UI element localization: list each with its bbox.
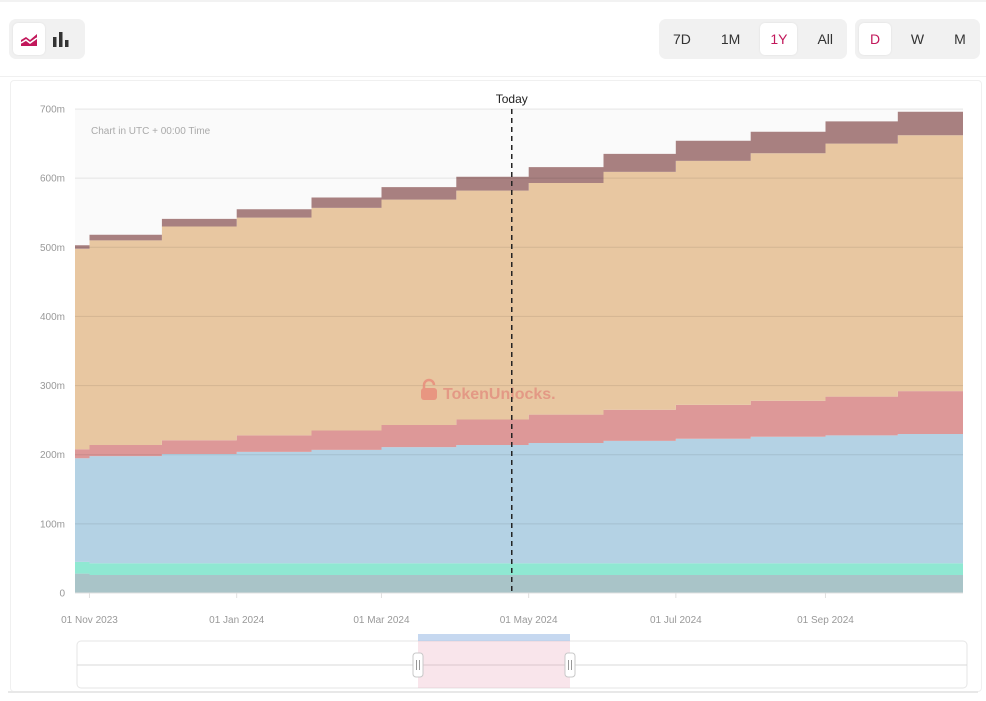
navigator-scroll-bar[interactable] xyxy=(418,634,570,641)
series-area-4 xyxy=(75,135,963,450)
unlock-schedule-chart: 0 100m 200m 300m 400m 500m 600m 700m 01 Nov 2023… xyxy=(40,92,968,689)
x-tick-label: 01 Mar 2024 xyxy=(353,615,410,626)
chart-toolbar: 7D 1M 1Y All D W M xyxy=(0,0,986,77)
bottom-divider xyxy=(8,691,978,693)
x-tick-label: 01 Nov 2023 xyxy=(61,615,118,626)
navigator-selected-window[interactable] xyxy=(418,641,570,688)
series-area-1 xyxy=(75,561,963,575)
time-range-selector: 7D 1M 1Y All xyxy=(659,19,847,59)
series-area-5 xyxy=(75,111,963,249)
watermark-lock-icon xyxy=(421,378,437,400)
chart-timezone-note: Chart in UTC + 00:00 Time xyxy=(91,126,211,137)
y-tick-label: 0 xyxy=(59,589,65,600)
y-tick-label: 200m xyxy=(40,450,65,461)
x-tick-label: 01 May 2024 xyxy=(500,615,558,626)
bar-chart-icon xyxy=(53,32,69,47)
range-all-button[interactable]: All xyxy=(817,31,833,47)
x-tick-label: 01 Sep 2024 xyxy=(797,615,854,626)
watermark-text: TokenUnlocks. xyxy=(443,386,556,403)
y-tick-label: 300m xyxy=(40,381,65,392)
navigator-right-handle[interactable] xyxy=(564,652,576,678)
range-1m-button[interactable]: 1M xyxy=(720,31,741,47)
chart-type-toggle xyxy=(9,19,85,59)
x-tick-label: 01 Jan 2024 xyxy=(209,615,264,626)
y-tick-label: 700m xyxy=(40,105,65,116)
y-tick-label: 500m xyxy=(40,243,65,254)
series-area-3 xyxy=(75,391,963,459)
series-area-2 xyxy=(75,434,963,564)
series-area-0 xyxy=(75,573,963,593)
top-border xyxy=(0,0,986,2)
navigator-left-handle[interactable] xyxy=(412,652,424,678)
range-1y-button[interactable]: 1Y xyxy=(760,23,798,55)
chart-container: 0 100m 200m 300m 400m 500m 600m 700m 01 Nov 2023… xyxy=(10,80,982,692)
range-7d-button[interactable]: 7D xyxy=(673,31,691,47)
area-chart-icon xyxy=(20,34,38,46)
y-tick-label: 600m xyxy=(40,174,65,185)
interval-w-button[interactable]: W xyxy=(910,31,925,47)
interval-m-button[interactable]: M xyxy=(954,31,966,47)
area-chart-button[interactable] xyxy=(13,23,45,55)
today-label: Today xyxy=(496,92,528,106)
interval-d-button[interactable]: D xyxy=(859,23,891,55)
bar-chart-button[interactable] xyxy=(45,23,77,55)
chart-note-box xyxy=(83,119,223,143)
y-tick-label: 400m xyxy=(40,312,65,323)
y-tick-label: 100m xyxy=(40,519,65,530)
x-tick-label: 01 Jul 2024 xyxy=(650,615,702,626)
